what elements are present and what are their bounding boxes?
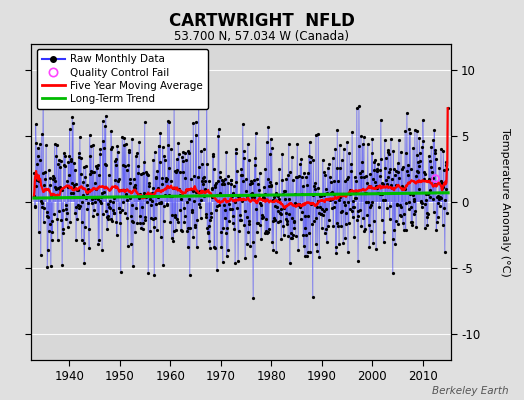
Text: CARTWRIGHT  NFLD: CARTWRIGHT NFLD bbox=[169, 12, 355, 30]
Y-axis label: Temperature Anomaly (°C): Temperature Anomaly (°C) bbox=[500, 128, 510, 276]
Text: 53.700 N, 57.034 W (Canada): 53.700 N, 57.034 W (Canada) bbox=[174, 30, 350, 43]
Text: Berkeley Earth: Berkeley Earth bbox=[432, 386, 508, 396]
Legend: Raw Monthly Data, Quality Control Fail, Five Year Moving Average, Long-Term Tren: Raw Monthly Data, Quality Control Fail, … bbox=[37, 49, 208, 109]
